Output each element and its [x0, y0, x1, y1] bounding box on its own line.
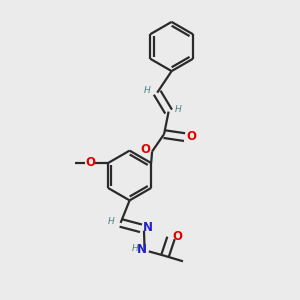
Text: N: N: [142, 220, 153, 234]
Text: N: N: [136, 243, 147, 256]
Text: H: H: [108, 217, 115, 226]
Text: O: O: [172, 230, 182, 243]
Text: H: H: [144, 86, 151, 95]
Text: O: O: [186, 130, 196, 143]
Text: O: O: [140, 143, 151, 156]
Text: H: H: [175, 105, 181, 114]
Text: O: O: [85, 156, 95, 169]
Text: H: H: [132, 244, 139, 253]
